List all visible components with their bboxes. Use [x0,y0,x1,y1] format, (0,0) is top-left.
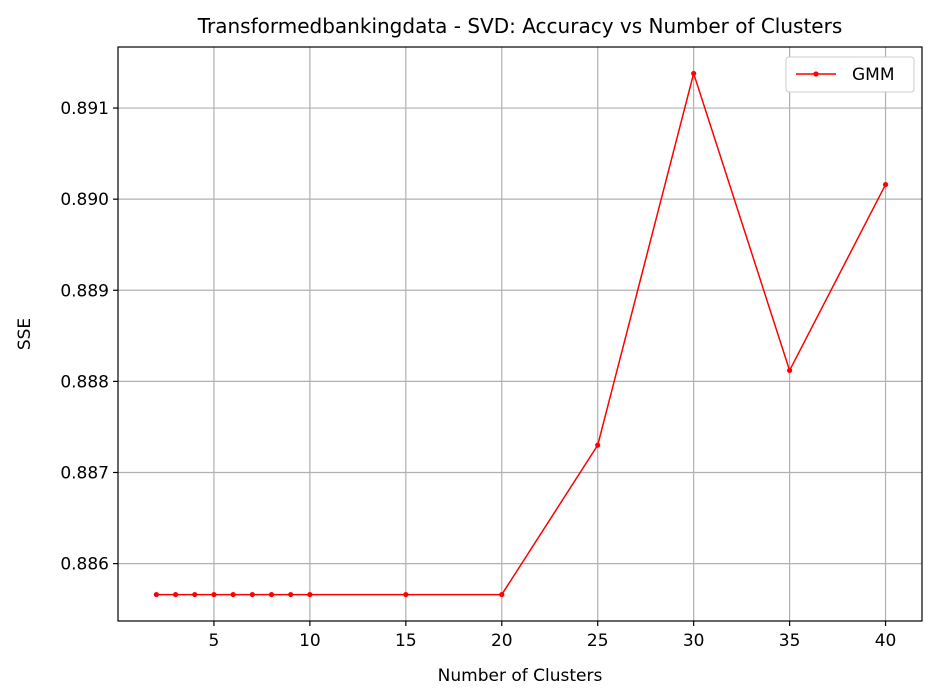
y-tick-label: 0.886 [60,555,109,575]
x-axis: 5 10 15 20 25 30 35 40 [209,621,897,651]
legend-label-gmm: GMM [852,65,895,85]
data-point [691,70,697,77]
x-tick-label: 25 [587,631,609,651]
x-tick-label: 40 [875,631,897,651]
legend: GMM [785,56,915,93]
data-point [595,442,601,448]
data-point [882,181,889,188]
data-point [288,591,294,598]
data-point [172,591,179,598]
plot-frame [117,46,923,622]
data-point [499,591,505,598]
y-tick-label: 0.889 [60,281,109,301]
data-point [230,591,236,598]
legend-box [785,56,915,93]
data-point [786,367,793,374]
chart-title: Transformedbankingdata - SVD: Accuracy v… [197,14,843,38]
x-axis-label: Number of Clusters [438,666,603,686]
data-point [268,591,275,598]
grid [118,47,922,621]
data-point [153,591,159,598]
legend-marker-gmm [813,71,819,77]
series-layer [153,70,889,598]
data-point [249,591,255,598]
data-point [403,591,409,598]
data-point [211,591,217,598]
x-tick-label: 15 [395,631,417,651]
x-tick-label: 35 [779,631,801,651]
y-axis: 0.886 0.887 0.888 0.889 0.890 0.891 [60,99,118,575]
x-tick-label: 30 [683,631,705,651]
y-tick-label: 0.891 [60,99,109,119]
y-tick-label: 0.890 [60,190,109,210]
x-tick-label: 20 [491,631,513,651]
data-point [192,591,198,598]
y-axis-label: SSE [15,318,35,350]
y-tick-label: 0.887 [60,463,109,483]
y-tick-label: 0.888 [60,372,109,392]
x-tick-label: 10 [299,631,321,651]
x-tick-label: 5 [209,631,220,651]
data-point [307,591,313,598]
